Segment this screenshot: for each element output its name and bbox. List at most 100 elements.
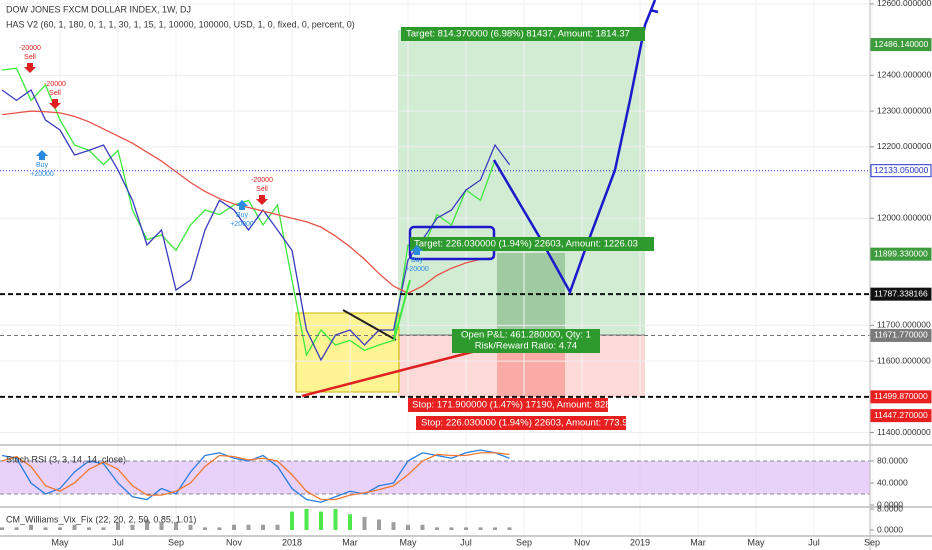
y-tick-label: 11400.000000 bbox=[877, 427, 931, 437]
price-label: 11787.338166 bbox=[874, 288, 928, 298]
signal-amount: -20000 bbox=[44, 81, 66, 88]
signal-amount: -20000 bbox=[19, 45, 41, 52]
annotation: Target: 226.030000 (1.94%) 22603, Amount… bbox=[414, 239, 638, 250]
y-tick-label: 0.0000 bbox=[877, 499, 903, 509]
bar bbox=[261, 524, 265, 530]
price-label: 11671.770000 bbox=[874, 330, 928, 340]
bar bbox=[58, 527, 62, 530]
signal-amount: -20000 bbox=[251, 177, 273, 184]
x-tick-label: Jul bbox=[460, 537, 472, 547]
annotation-box bbox=[408, 398, 608, 412]
signal-label: Buy bbox=[36, 162, 49, 169]
series-line bbox=[1, 89, 511, 362]
bar bbox=[333, 509, 338, 530]
signal-amount: +20000 bbox=[30, 171, 54, 178]
bar bbox=[188, 524, 193, 530]
bar bbox=[0, 527, 4, 530]
bar bbox=[29, 524, 33, 530]
price-label: 11447.270000 bbox=[874, 410, 928, 420]
bar bbox=[116, 522, 120, 530]
bar bbox=[101, 527, 106, 530]
price-label-box bbox=[870, 390, 932, 404]
x-tick-label: Sep bbox=[516, 537, 532, 547]
price-label-box bbox=[870, 38, 932, 52]
signal-amount: +20000 bbox=[230, 221, 254, 228]
x-tick-label: Jul bbox=[808, 537, 820, 547]
bar bbox=[493, 527, 497, 530]
annotation-box bbox=[410, 237, 654, 251]
signal-arrow bbox=[411, 245, 423, 255]
bar bbox=[290, 511, 294, 530]
y-tick-label: 12300.000000 bbox=[877, 105, 932, 115]
y-tick-label: 12400.000000 bbox=[877, 70, 932, 80]
bar bbox=[348, 514, 352, 530]
x-tick-label: Sep bbox=[864, 537, 880, 547]
x-tick-label: 2018 bbox=[282, 537, 302, 547]
pane-title: CM_Williams_Vix_Fix (22, 20, 2, 50, 0.85… bbox=[6, 514, 196, 524]
bar bbox=[130, 524, 135, 530]
series-line bbox=[1, 449, 510, 503]
annotation: Open P&L: 461.280000, Qty: 1 bbox=[461, 330, 591, 341]
y-tick-label: 40.0000 bbox=[877, 477, 908, 487]
y-tick-label: 11600.000000 bbox=[877, 355, 931, 365]
bar bbox=[14, 527, 19, 530]
bar bbox=[362, 516, 367, 530]
bar bbox=[145, 519, 149, 530]
price-label-box bbox=[870, 409, 932, 423]
y-tick-label: 80.0000 bbox=[877, 455, 908, 465]
price-label-box bbox=[870, 287, 932, 301]
annotation-box bbox=[452, 329, 600, 353]
bar bbox=[406, 524, 410, 530]
signal-arrow bbox=[236, 200, 248, 210]
signal-arrow bbox=[256, 195, 268, 205]
signal-label: Buy bbox=[411, 257, 424, 264]
price-label: 11499.870000 bbox=[874, 391, 928, 401]
x-tick-label: May bbox=[51, 537, 69, 547]
trendline bbox=[342, 309, 397, 341]
x-tick-label: 2019 bbox=[630, 537, 650, 547]
annotation: Target: 814.370000 (6.98%) 81437, Amount… bbox=[406, 29, 630, 40]
bar bbox=[87, 527, 91, 530]
trendline bbox=[301, 349, 477, 398]
annotation: Risk/Reward Ratio: 4.74 bbox=[475, 341, 577, 352]
signal-arrow bbox=[36, 150, 48, 160]
signal-label: Sell bbox=[49, 90, 61, 97]
price-label-box bbox=[870, 328, 932, 342]
series-line bbox=[1, 110, 496, 294]
price-label: 12486.140000 bbox=[874, 39, 929, 49]
signal-label: Sell bbox=[256, 186, 268, 193]
signal-arrow bbox=[24, 63, 36, 73]
x-tick-label: Mar bbox=[342, 537, 358, 547]
bar bbox=[246, 524, 251, 530]
bar bbox=[203, 527, 207, 530]
price-label-box bbox=[870, 247, 932, 261]
y-tick-label: 11700.000000 bbox=[877, 320, 931, 330]
x-tick-label: Nov bbox=[574, 537, 591, 547]
x-tick-label: May bbox=[747, 537, 765, 547]
annotation: Stop: 226.030000 (1.94%) 22603, Amount: … bbox=[421, 418, 633, 429]
signal-label: Buy bbox=[236, 212, 249, 219]
x-tick-label: Jul bbox=[112, 537, 124, 547]
bar bbox=[464, 527, 468, 530]
bar bbox=[420, 524, 425, 530]
bar bbox=[217, 527, 222, 530]
signal-arrow bbox=[49, 99, 61, 109]
bar bbox=[72, 524, 77, 530]
price-label: 12133.050000 bbox=[874, 165, 929, 175]
trendline bbox=[393, 279, 411, 341]
series-line bbox=[1, 452, 510, 501]
target-zone bbox=[398, 30, 645, 335]
bar bbox=[159, 522, 164, 530]
y-tick-label: 0.0000 bbox=[877, 524, 903, 534]
x-tick-label: Mar bbox=[690, 537, 706, 547]
y-tick-label: 12000.000000 bbox=[877, 212, 932, 222]
annotation-box bbox=[401, 27, 645, 41]
price-label-box bbox=[870, 164, 932, 178]
x-tick-label: Nov bbox=[226, 537, 243, 547]
annotation: Stop: 171.900000 (1.47%) 17190, Amount: … bbox=[412, 400, 619, 411]
price-label: 11899.330000 bbox=[874, 248, 928, 258]
chart-title: DOW JONES FXCM DOLLAR INDEX, 1W, DJ bbox=[6, 4, 191, 14]
band bbox=[0, 461, 870, 494]
x-tick-label: May bbox=[399, 537, 417, 547]
bar bbox=[174, 522, 178, 530]
